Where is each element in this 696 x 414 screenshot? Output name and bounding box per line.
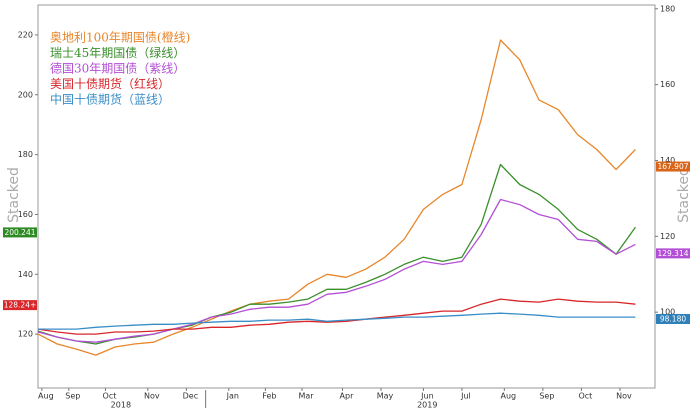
year-label: 2018 xyxy=(111,401,131,410)
x-tick-label: Dec xyxy=(183,392,198,401)
y-tick-label: 200 xyxy=(18,90,33,99)
legend-entry: 中国十债期货（蓝线） xyxy=(50,92,170,107)
value-tag-box xyxy=(656,313,690,324)
series-line xyxy=(38,312,636,330)
legend-entry: 美国十债期货（红线） xyxy=(50,76,170,91)
x-tick-label: Jan xyxy=(226,392,239,401)
y-axis-label: Stacked xyxy=(6,167,22,223)
y-tick-label: 120 xyxy=(18,330,33,339)
value-tag-box xyxy=(656,161,690,172)
value-tag-box xyxy=(3,227,37,238)
y2-tick-label: 100 xyxy=(660,308,675,317)
y2-tick-label: 160 xyxy=(660,80,675,89)
value-tag: 129.314 xyxy=(657,249,688,258)
value-tag: 167.907 xyxy=(657,162,688,171)
year-label: 2019 xyxy=(417,401,437,410)
series-line xyxy=(37,298,636,335)
x-tick-label: May xyxy=(377,392,394,401)
value-tag: 128.24+ xyxy=(4,301,37,310)
y2-axis-label: Stacked xyxy=(676,167,692,223)
legend-entry: 奥地利100年期国债(橙线) xyxy=(50,30,190,45)
y2-tick-label: 180 xyxy=(660,4,675,13)
x-tick-label: Sep xyxy=(539,392,554,401)
x-tick-label: Jul xyxy=(460,392,471,401)
y-tick-label: 180 xyxy=(18,150,33,159)
value-tag-box xyxy=(3,300,37,311)
x-tick-label: Apr xyxy=(340,392,355,401)
series-line xyxy=(37,163,636,345)
legend-entry: 瑞士45年期国债（绿线） xyxy=(50,45,185,60)
y-tick-label: 220 xyxy=(18,30,33,39)
x-tick-label: Mar xyxy=(298,392,314,401)
value-tag-box xyxy=(656,248,690,259)
y-tick-label: 140 xyxy=(18,270,33,279)
y-tick-label: 160 xyxy=(18,210,33,219)
y2-tick-label: 120 xyxy=(660,232,675,241)
series-line xyxy=(37,198,636,343)
value-tag: 98.180 xyxy=(660,314,686,323)
y2-tick-label: 140 xyxy=(660,156,675,165)
legend-entry: 德国30年期国债（紫线） xyxy=(50,61,185,76)
value-tag: 200.241 xyxy=(4,228,35,237)
x-tick-label: Sep xyxy=(65,392,80,401)
x-tick-label: Nov xyxy=(144,392,160,401)
x-tick-label: Feb xyxy=(262,392,276,401)
x-tick-label: Aug xyxy=(38,392,54,401)
x-tick-label: Oct xyxy=(578,392,592,401)
x-tick-label: Oct xyxy=(103,392,117,401)
plot-frame xyxy=(37,4,656,389)
x-tick-label: Aug xyxy=(501,392,517,401)
series-line xyxy=(37,39,636,356)
x-tick-label: Jun xyxy=(420,392,434,401)
x-tick-label: Nov xyxy=(616,392,632,401)
